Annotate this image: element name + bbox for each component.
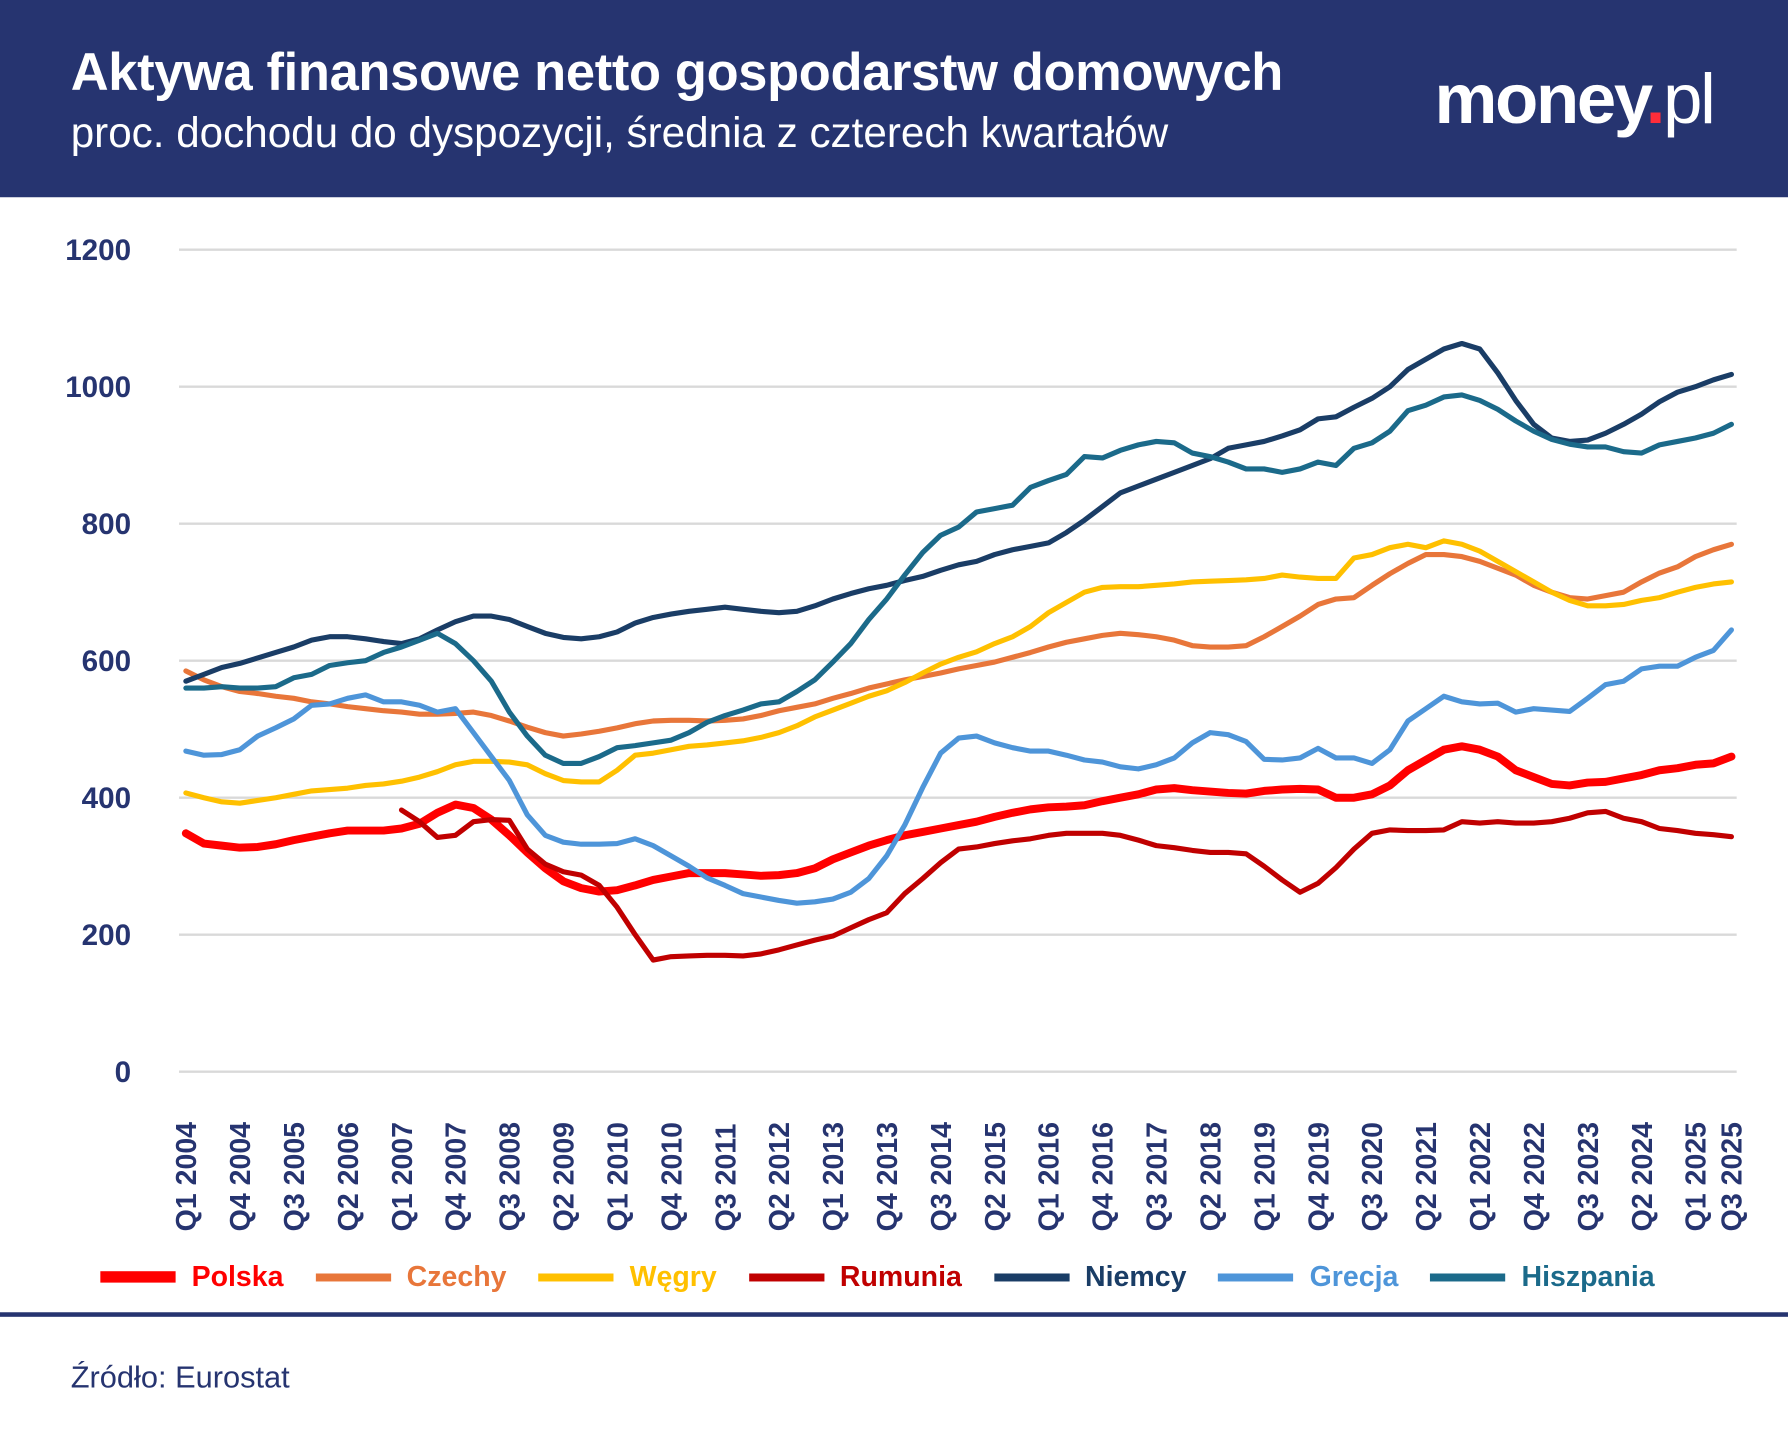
- x-tick-label: Q3 2005: [279, 1122, 311, 1231]
- series-line-węgry: [183, 538, 1734, 806]
- money-pl-logo: money.pl: [1434, 60, 1715, 140]
- legend-swatch: [1430, 1272, 1506, 1281]
- x-tick-label: Q4 2010: [656, 1122, 688, 1231]
- legend-label: Niemcy: [1085, 1260, 1187, 1293]
- legend-item: Niemcy: [993, 1260, 1187, 1293]
- legend-item: Grecja: [1218, 1260, 1398, 1293]
- y-tick-label: 800: [82, 508, 131, 541]
- legend-swatch: [315, 1272, 391, 1281]
- y-tick-label: 600: [82, 645, 131, 678]
- x-tick-label: Q2 2012: [764, 1122, 796, 1231]
- legend-label: Rumunia: [839, 1260, 962, 1293]
- line-chart: 0 200 400 600 800 1000 1200 Q1 2004 Q4 2004 Q3 20…: [65, 234, 1749, 1231]
- x-tick-label: Q4 2016: [1088, 1122, 1120, 1231]
- x-tick-label: Q3 2008: [495, 1122, 527, 1231]
- legend-item: Czechy: [315, 1260, 506, 1293]
- chart-title: Aktywa finansowe netto gospodarstw domow…: [70, 42, 1284, 102]
- y-tick-label: 200: [82, 919, 131, 952]
- legend-item: Polska: [100, 1260, 283, 1293]
- series-line-polska: [181, 742, 1736, 896]
- x-tick-label: Q2 2018: [1195, 1122, 1227, 1231]
- x-tick-label: Q3 2011: [710, 1123, 742, 1231]
- series-line-hiszpania: [183, 392, 1734, 766]
- x-tick-label: Q2 2015: [980, 1122, 1012, 1231]
- series-line-rumunia: [398, 807, 1734, 963]
- series-line-grecja: [183, 627, 1734, 906]
- x-tick-label: Q2 2021: [1411, 1122, 1443, 1231]
- x-tick-label: Q4 2022: [1519, 1122, 1551, 1231]
- x-tick-label: Q3 2023: [1573, 1122, 1605, 1231]
- x-tick-label: Q1 2016: [1034, 1122, 1066, 1231]
- x-tick-label: Q3 2020: [1357, 1122, 1389, 1231]
- x-tick-label: Q2 2009: [549, 1122, 581, 1231]
- x-tick-label: Q4 2004: [225, 1122, 257, 1231]
- divider: [0, 1312, 1788, 1317]
- header-banner: Aktywa finansowe netto gospodarstw domow…: [0, 0, 1788, 198]
- legend-swatch: [748, 1272, 824, 1281]
- y-tick-label: 0: [115, 1056, 131, 1089]
- x-tick-label: Q2 2024: [1627, 1122, 1659, 1231]
- y-tick-label: 1000: [65, 371, 131, 404]
- y-tick-label: 400: [82, 782, 131, 815]
- legend-label: Czechy: [406, 1260, 507, 1293]
- x-tick-label: Q1 2025: [1681, 1122, 1713, 1231]
- chart-subtitle: proc. dochodu do dyspozycji, średnia z c…: [70, 109, 1169, 157]
- y-tick-label: 1200: [65, 234, 131, 267]
- legend-label: Hiszpania: [1521, 1260, 1655, 1293]
- x-tick-label: Q3 2025: [1717, 1122, 1749, 1231]
- series-line-niemcy: [183, 340, 1734, 684]
- x-tick-label: Q4 2013: [872, 1122, 904, 1231]
- x-tick-label: Q4 2007: [441, 1122, 473, 1231]
- x-tick-label: Q4 2019: [1303, 1122, 1335, 1231]
- legend-swatch: [100, 1271, 176, 1283]
- legend-label: Polska: [191, 1260, 284, 1293]
- legend-swatch: [1218, 1272, 1294, 1281]
- x-tick-label: Q3 2014: [926, 1122, 958, 1231]
- x-tick-label: Q1 2007: [387, 1122, 419, 1231]
- source-note: Źródło: Eurostat: [70, 1360, 290, 1395]
- legend-swatch: [993, 1272, 1070, 1281]
- x-tick-label: Q1 2022: [1465, 1122, 1497, 1231]
- legend-item: Hiszpania: [1430, 1260, 1655, 1293]
- legend-item: Rumunia: [748, 1260, 962, 1293]
- legend-swatch: [538, 1272, 614, 1281]
- legend-label: Węgry: [629, 1260, 717, 1293]
- legend: Polska Czechy Węgry Rumunia Niemcy Grecja Hisz…: [100, 1254, 1686, 1300]
- x-tick-label: Q1 2019: [1249, 1122, 1281, 1231]
- legend-label: Grecja: [1309, 1260, 1399, 1293]
- series-line-czechy: [183, 541, 1734, 739]
- x-tick-label: Q1 2013: [818, 1122, 850, 1231]
- x-tick-label: Q1 2004: [171, 1122, 203, 1231]
- x-tick-label: Q3 2017: [1142, 1122, 1174, 1231]
- x-tick-label: Q1 2010: [602, 1122, 634, 1231]
- x-tick-label: Q2 2006: [333, 1122, 365, 1231]
- legend-item: Węgry: [538, 1260, 717, 1293]
